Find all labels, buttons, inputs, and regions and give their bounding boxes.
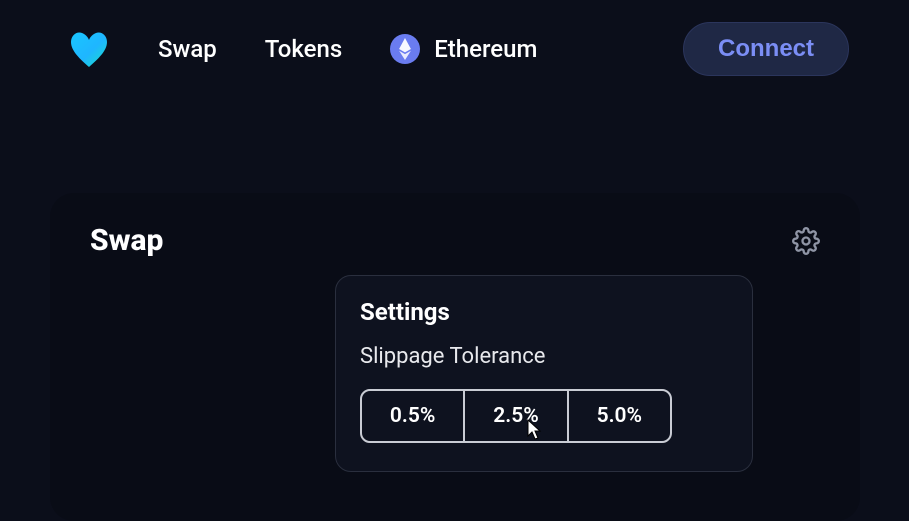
nav-tokens[interactable]: Tokens: [265, 35, 342, 63]
swap-title: Swap: [90, 223, 163, 258]
connect-button[interactable]: Connect: [683, 22, 849, 76]
slippage-options: 0.5% 2.5% 5.0%: [360, 389, 672, 443]
logo-icon: [68, 31, 110, 67]
slippage-option-2[interactable]: 5.0%: [569, 391, 670, 441]
slippage-option-0[interactable]: 0.5%: [362, 391, 465, 441]
swap-header: Swap: [90, 223, 820, 258]
ethereum-icon: [390, 34, 420, 64]
slippage-option-1[interactable]: 2.5%: [465, 391, 568, 441]
gear-icon[interactable]: [792, 227, 820, 255]
settings-title: Settings: [360, 298, 728, 326]
nav-swap[interactable]: Swap: [158, 35, 217, 63]
slippage-label: Slippage Tolerance: [360, 344, 728, 369]
chain-selector[interactable]: Ethereum: [390, 34, 537, 64]
settings-panel: Settings Slippage Tolerance 0.5% 2.5% 5.…: [335, 275, 753, 472]
top-nav: Swap Tokens Ethereum Connect: [0, 0, 909, 76]
chain-label: Ethereum: [434, 35, 537, 63]
